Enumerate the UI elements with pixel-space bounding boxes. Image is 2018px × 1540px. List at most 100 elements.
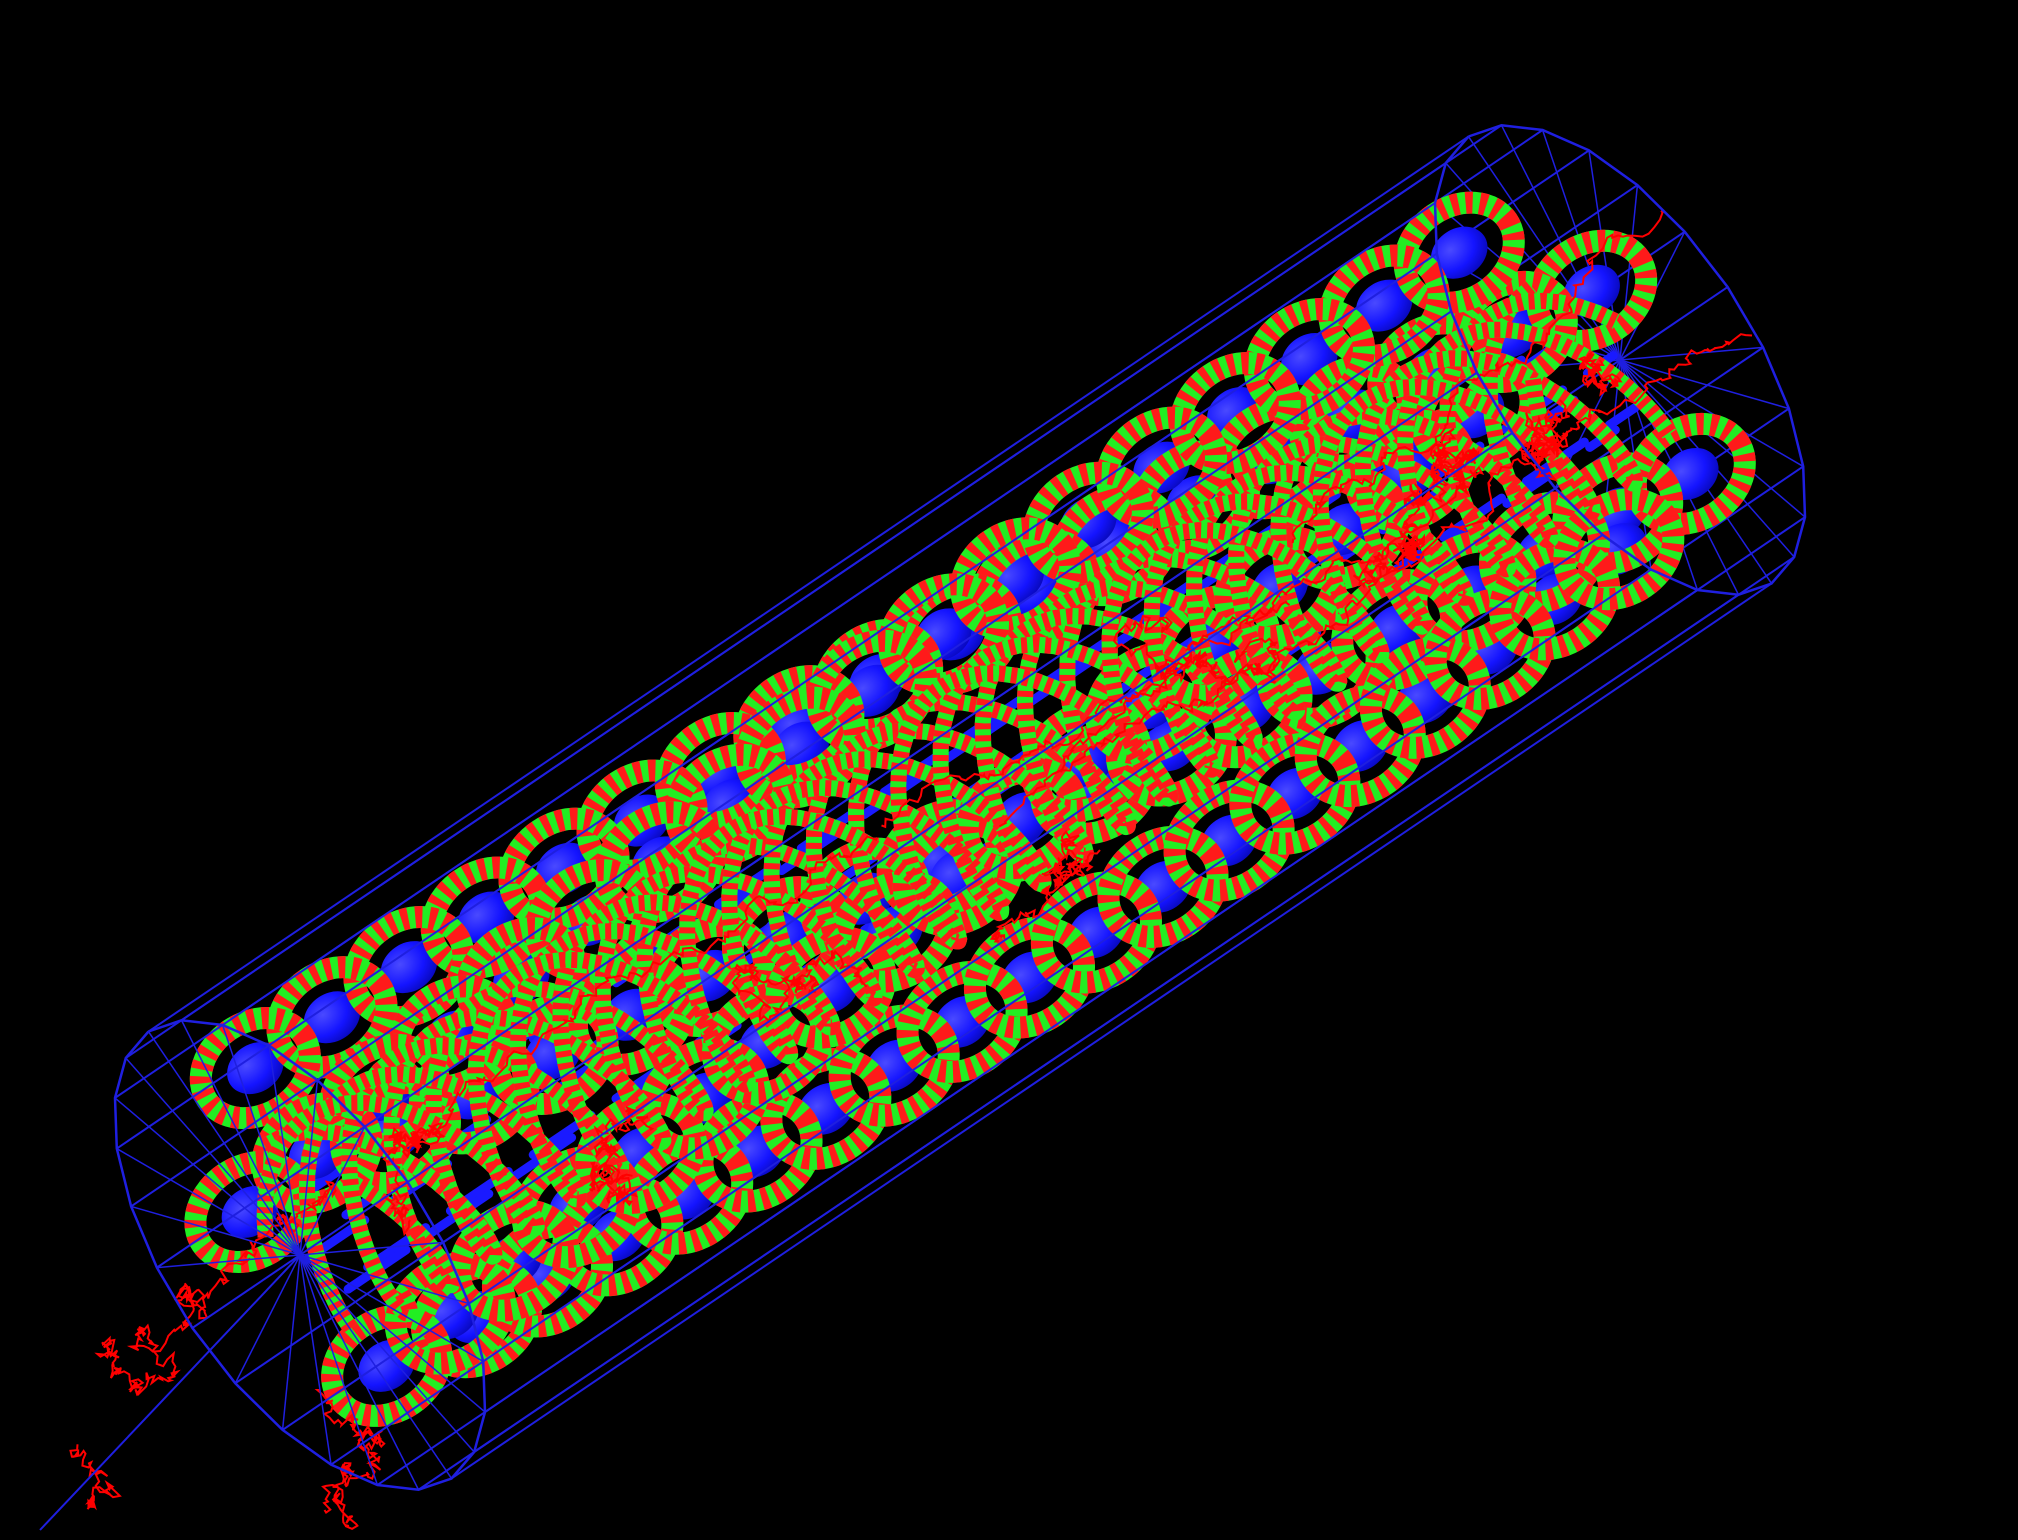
end-cap-spoke <box>268 1045 301 1256</box>
fiber-coil-stripes <box>1367 312 1499 435</box>
end-cap-spoke <box>281 1254 301 1430</box>
cylinder-front-wireframe <box>39 124 1807 1531</box>
fiber-coil-stripes <box>721 876 854 999</box>
end-cap-spoke <box>299 1254 470 1305</box>
particle-track <box>69 1444 122 1511</box>
fiber-coil-stripes <box>1105 684 1237 807</box>
cylinder-edge-line <box>191 432 1513 1329</box>
fiber-coil-stripes <box>1097 825 1229 948</box>
fiber-coil-stripes <box>963 916 1096 1039</box>
fiber-coil-stripes <box>1553 488 1685 611</box>
fiber-coil-stripes <box>387 975 519 1098</box>
end-cap-spoke <box>1467 136 1621 361</box>
fiber-coil-stripes <box>1229 732 1361 855</box>
blue-disc <box>1430 226 1488 279</box>
beam-axis-line <box>39 1254 301 1531</box>
cylinder-edge-line <box>450 582 1773 1480</box>
blue-disc <box>303 991 361 1044</box>
fiber-coil-stripes <box>1489 538 1621 661</box>
cylinder-edge-line <box>234 487 1556 1385</box>
fiber-coil-stripes <box>1331 569 1463 692</box>
fiber-coil-stripes <box>411 1256 543 1379</box>
end-cap-spoke <box>130 1205 301 1256</box>
end-cap-spoke <box>299 1254 420 1491</box>
fiber-coil-stripes <box>760 1047 892 1170</box>
particle-track <box>314 1389 386 1531</box>
fiber-coil-stripes <box>970 528 1102 651</box>
end-cap-spoke <box>299 1254 379 1486</box>
end-cap-spoke <box>116 1147 301 1256</box>
fiber-coil-stripes <box>1359 636 1491 759</box>
fiber-coil-stripes <box>735 686 867 809</box>
cylinder-edge-line <box>130 310 1452 1208</box>
fiber-coil-stripes <box>184 1150 316 1273</box>
fiber-coil-stripes <box>1022 461 1154 584</box>
fiber-coil-stripes <box>891 573 1023 696</box>
fiber-coil-stripes <box>806 629 938 752</box>
fiber-coil-stripes <box>765 926 897 1049</box>
particle-track <box>998 537 1416 828</box>
end-cap-spoke <box>299 1126 366 1256</box>
fiber-coil-stripes <box>1526 229 1658 352</box>
fiber-coil-stripes <box>1424 587 1556 710</box>
cylinder-edge-line <box>330 568 1652 1466</box>
end-cap-spoke <box>299 1254 486 1413</box>
end-cap-spoke <box>1619 286 1729 361</box>
fiber-coil-stripes <box>1181 646 1313 769</box>
fiber-helix-stripes <box>299 350 1643 1333</box>
end-cap-spoke <box>221 1024 301 1256</box>
fiber-coil-stripes <box>664 743 796 866</box>
end-cap-spoke <box>299 1080 319 1256</box>
fiber-coil-stripes <box>654 711 786 835</box>
end-cap-spoke <box>299 1254 484 1363</box>
cylinder-edge-line <box>114 202 1436 1099</box>
fiber-coil-stripes <box>420 856 552 979</box>
fiber-coil-stripes <box>1294 684 1426 808</box>
particle-track <box>1366 333 1753 584</box>
fiber-coil-stripes <box>1243 298 1375 421</box>
end-cap-rim <box>1433 124 1807 596</box>
particle-track <box>989 829 1101 943</box>
particle-track <box>1577 350 1623 397</box>
fiber-coil-stripes <box>1624 412 1756 536</box>
particle-track <box>417 835 878 1146</box>
end-cap-spoke <box>1619 359 1790 410</box>
end-cap-spoke <box>125 1057 301 1256</box>
end-cap-spoke <box>1619 359 1806 518</box>
cylinder-edge-line <box>156 371 1478 1269</box>
end-cap-spoke <box>299 1254 453 1479</box>
fiber-coil-stripes <box>691 1090 823 1213</box>
particle-track <box>1051 477 1463 776</box>
fiber-coil-stripes <box>251 1092 383 1215</box>
fiber-coil-stripes <box>565 953 697 1076</box>
end-cap-spoke <box>299 1254 475 1453</box>
end-cap-spoke <box>156 1254 301 1269</box>
fiber-coil-stripes <box>622 1132 754 1255</box>
fiber-coil-stripes <box>189 1006 321 1130</box>
end-cap-spoke <box>299 1254 332 1465</box>
fiber-coil-stripes <box>575 1091 707 1215</box>
fiber-coil-stripes <box>1163 779 1295 902</box>
cylinder-edge-line <box>376 589 1698 1486</box>
fiber-coil-stripes <box>266 956 398 1079</box>
cylinder-edge-line <box>417 593 1740 1491</box>
fiber-coil-stripes <box>1030 871 1162 994</box>
fiber-coil-stripes <box>1279 468 1411 591</box>
blue-disc <box>380 941 438 994</box>
cylinder-edge-line <box>147 135 1470 1033</box>
fiber-coil-stripes <box>1393 191 1525 314</box>
fiber-coil-stripes <box>448 1199 580 1322</box>
fiber-coil-stripes <box>1095 406 1228 529</box>
particle-track <box>382 1122 446 1237</box>
fiber-coil-stripes <box>1552 452 1684 575</box>
particle-track <box>731 949 868 1024</box>
cylinder-edge-line <box>125 162 1447 1059</box>
end-cap-spoke <box>191 1254 301 1329</box>
fiber-coil-stripes <box>950 517 1082 640</box>
particle-track <box>1291 210 1664 544</box>
fiber-coil-stripes <box>956 757 1088 880</box>
fiber-coil-stripes <box>1020 699 1152 823</box>
fiber-coil-stripes <box>638 1037 770 1160</box>
end-cap-spoke <box>114 1097 301 1256</box>
